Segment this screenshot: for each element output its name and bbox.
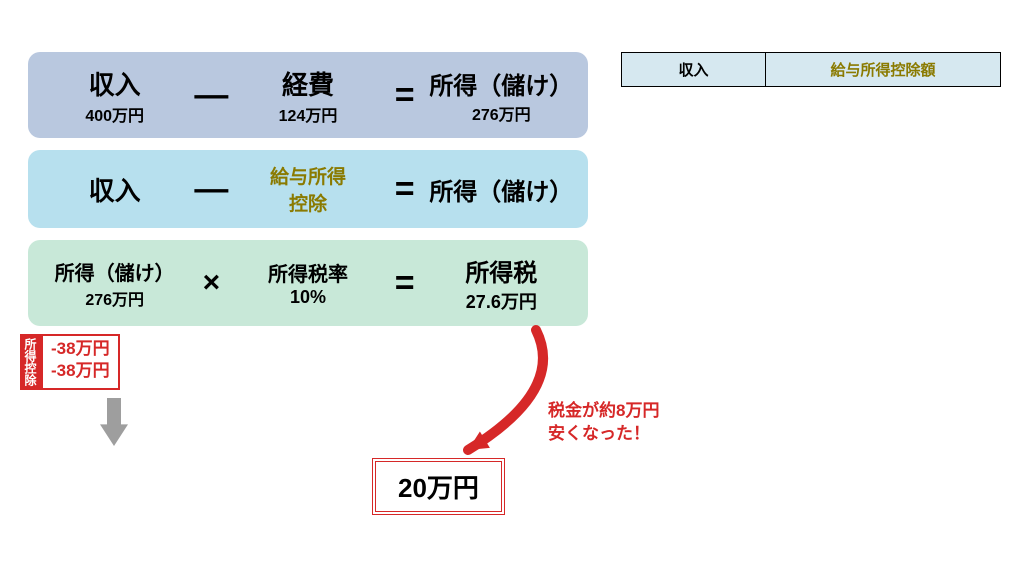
savings-callout: 税金が約8万円 安くなった！ [548, 400, 659, 446]
callout-line2: 安くなった！ [548, 423, 659, 446]
red-curved-arrow-icon [0, 0, 1024, 562]
callout-line1: 税金が約8万円 [548, 400, 659, 423]
result-amount-box: 20万円 [372, 458, 505, 515]
result-amount: 20万円 [398, 473, 479, 503]
